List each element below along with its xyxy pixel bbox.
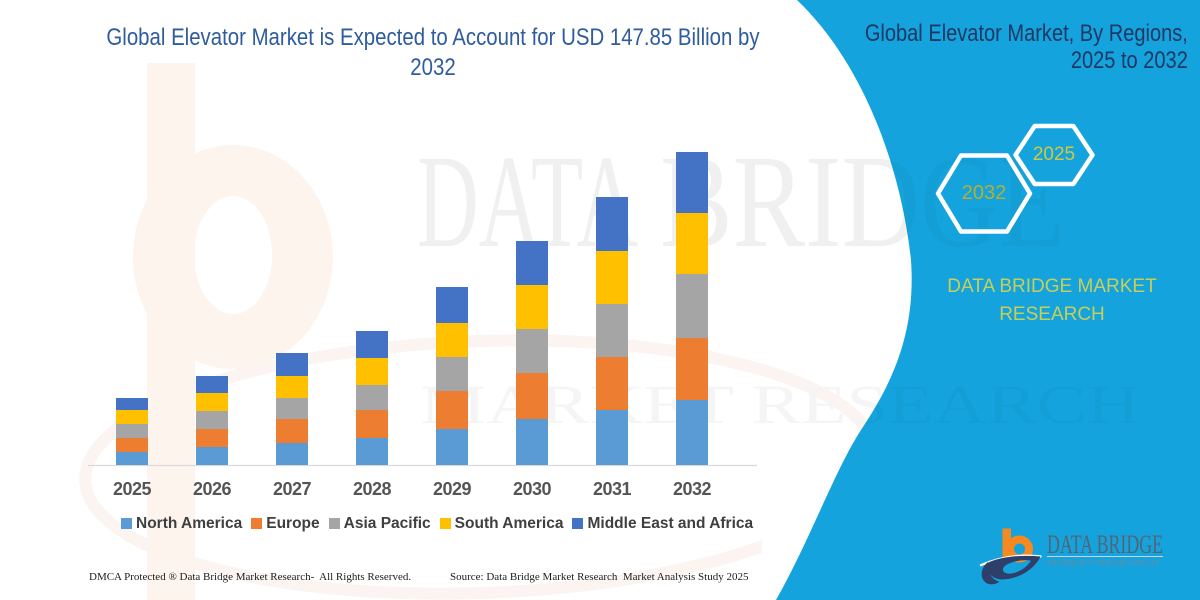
svg-text:MARKET RESEARCH: MARKET RESEARCH [1047, 561, 1159, 567]
svg-text:DATA BRIDGE: DATA BRIDGE [1047, 530, 1163, 559]
